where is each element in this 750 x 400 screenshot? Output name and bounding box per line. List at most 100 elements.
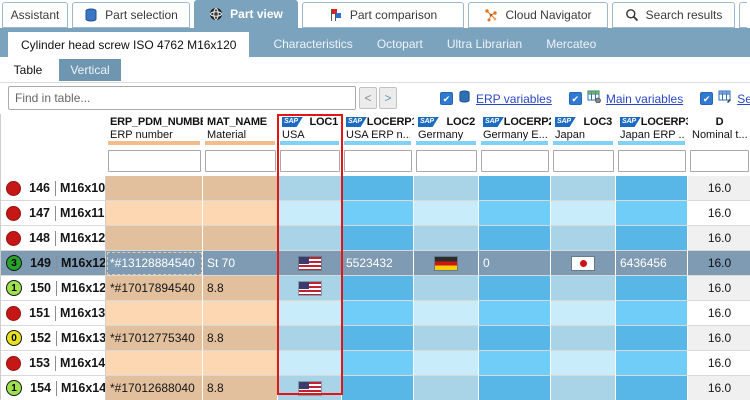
cell-erp[interactable]: *#17012775340 <box>106 326 203 351</box>
cell-loc1[interactable] <box>278 301 342 326</box>
cell-d[interactable]: 16.0 <box>688 326 750 351</box>
find-previous-button[interactable]: < <box>359 87 377 109</box>
cell-mat[interactable] <box>203 201 278 226</box>
cell-loc2[interactable] <box>414 201 479 226</box>
cell-loc1[interactable] <box>278 276 342 301</box>
cell-loc3[interactable] <box>551 301 616 326</box>
row-header-cell[interactable]: 1 154 M16x140 <box>1 376 106 400</box>
cell-loc3[interactable] <box>551 276 616 301</box>
cell-loc1[interactable] <box>278 226 342 251</box>
tab-part-selection[interactable]: Part selection <box>72 2 190 28</box>
table-row-149[interactable]: 3 149 M16x120 *#13128884540 St 70 5523432 0 643… <box>1 251 750 276</box>
cell-locerp2[interactable] <box>479 276 551 301</box>
cell-locerp2[interactable] <box>479 226 551 251</box>
cell-loc2[interactable] <box>414 376 479 400</box>
cell-mat[interactable]: 8.8 <box>203 376 278 400</box>
cell-mat[interactable] <box>203 226 278 251</box>
cell-loc1[interactable] <box>278 376 342 400</box>
tab-cloud-navigator[interactable]: Cloud Navigator <box>468 2 608 28</box>
filter-input-locerp2[interactable] <box>481 150 549 172</box>
cell-locerp1[interactable] <box>342 176 414 201</box>
table-row-151[interactable]: 151 M16x130 16.0 <box>1 301 750 326</box>
cell-mat[interactable] <box>203 176 278 201</box>
table-row-146[interactable]: 146 M16x100 16.0 <box>1 176 750 201</box>
find-in-table-input[interactable] <box>8 86 356 110</box>
cell-locerp3[interactable] <box>616 201 688 226</box>
cell-d[interactable]: 16.0 <box>688 176 750 201</box>
filter-input-locerp3[interactable] <box>618 150 686 172</box>
main-variables-label[interactable]: Main variables <box>605 91 684 106</box>
checkbox-checked-icon[interactable]: ✔ <box>568 92 582 105</box>
cell-locerp2[interactable] <box>479 351 551 376</box>
main-variables-toggle[interactable]: ✔ Main variables <box>568 90 684 108</box>
cell-loc3[interactable] <box>551 326 616 351</box>
cell-locerp3[interactable] <box>616 376 688 400</box>
table-row-154[interactable]: 1 154 M16x140 *#17012688040 8.8 16.0 <box>1 376 750 400</box>
cell-loc2[interactable] <box>414 276 479 301</box>
cell-d[interactable]: 16.0 <box>688 276 750 301</box>
cell-loc1[interactable] <box>278 176 342 201</box>
row-header-cell[interactable]: 146 M16x100 <box>1 176 106 201</box>
cell-locerp2[interactable] <box>479 301 551 326</box>
cell-loc1[interactable] <box>278 251 342 276</box>
cell-loc3[interactable] <box>551 251 616 276</box>
filter-input-d[interactable] <box>690 150 749 172</box>
cell-locerp2[interactable] <box>479 376 551 400</box>
cell-erp[interactable] <box>106 351 203 376</box>
table-row-148[interactable]: 148 M16x120 16.0 <box>1 226 750 251</box>
cell-locerp3[interactable] <box>616 326 688 351</box>
cell-d[interactable]: 16.0 <box>688 376 750 400</box>
doc-tab-octopart[interactable]: Octopart <box>376 37 423 51</box>
cell-locerp3[interactable] <box>616 176 688 201</box>
checkbox-checked-icon[interactable]: ✔ <box>440 92 453 105</box>
erp-variables-toggle[interactable]: ✔ ERP variables <box>440 89 552 108</box>
table-row-147[interactable]: 147 M16x110 16.0 <box>1 201 750 226</box>
find-next-button[interactable]: > <box>379 87 397 109</box>
cell-erp[interactable]: *#17012688040 <box>106 376 203 400</box>
filter-input-mat[interactable] <box>205 150 276 172</box>
cell-erp[interactable] <box>106 226 203 251</box>
table-row-150[interactable]: 1 150 M16x125 *#17017894540 8.8 16.0 <box>1 276 750 301</box>
cell-mat[interactable]: St 70 <box>203 251 278 276</box>
doc-tab-characteristics[interactable]: Characteristics <box>273 37 353 51</box>
erp-variables-label[interactable]: ERP variables <box>476 91 552 106</box>
column-header-locerp2[interactable]: SAP LOCERP2 Germany E... <box>479 114 551 146</box>
cell-locerp1[interactable] <box>342 301 414 326</box>
cell-locerp1[interactable]: 5523432 <box>342 251 414 276</box>
cell-d[interactable]: 16.0 <box>688 351 750 376</box>
cell-locerp1[interactable] <box>342 376 414 400</box>
doc-tab-mercateo[interactable]: Mercateo <box>546 37 597 51</box>
filter-input-loc1[interactable] <box>280 150 340 172</box>
tab-vertical-view[interactable]: Vertical <box>59 58 121 81</box>
cell-locerp3[interactable] <box>616 301 688 326</box>
cell-locerp1[interactable] <box>342 226 414 251</box>
cell-locerp2[interactable] <box>479 176 551 201</box>
cell-d[interactable]: 16.0 <box>688 251 750 276</box>
column-header-loc1[interactable]: SAP LOC1 USA <box>278 114 342 146</box>
column-header-d[interactable]: D Nominal t... <box>688 114 750 146</box>
cell-d[interactable]: 16.0 <box>688 226 750 251</box>
column-header-mat[interactable]: MAT_NAME Material <box>203 114 278 146</box>
cell-loc2[interactable] <box>414 226 479 251</box>
cell-mat[interactable]: 8.8 <box>203 326 278 351</box>
cell-erp[interactable]: *#17017894540 <box>106 276 203 301</box>
column-header-loc2[interactable]: SAP LOC2 Germany <box>414 114 479 146</box>
row-header-cell[interactable]: 151 M16x130 <box>1 301 106 326</box>
tab-part-view[interactable]: Part view <box>194 0 298 28</box>
row-header-cell[interactable]: 153 M16x140 <box>1 351 106 376</box>
tab-assistant[interactable]: Assistant <box>2 2 68 28</box>
cell-loc2[interactable] <box>414 176 479 201</box>
cell-loc2[interactable] <box>414 251 479 276</box>
cell-locerp3[interactable]: 6436456 <box>616 251 688 276</box>
cell-loc3[interactable] <box>551 201 616 226</box>
filter-input-loc3[interactable] <box>553 150 614 172</box>
cell-loc1[interactable] <box>278 351 342 376</box>
cell-loc3[interactable] <box>551 351 616 376</box>
cell-locerp1[interactable] <box>342 351 414 376</box>
secondary-variables-toggle[interactable]: ✔ Secondary varia <box>700 90 750 108</box>
cell-mat[interactable] <box>203 301 278 326</box>
row-header-cell[interactable]: 147 M16x110 <box>1 201 106 226</box>
cell-locerp2[interactable]: 0 <box>479 251 551 276</box>
filter-input-locerp1[interactable] <box>344 150 412 172</box>
column-header-locerp1[interactable]: SAP LOCERP1 USA ERP n... <box>342 114 414 146</box>
